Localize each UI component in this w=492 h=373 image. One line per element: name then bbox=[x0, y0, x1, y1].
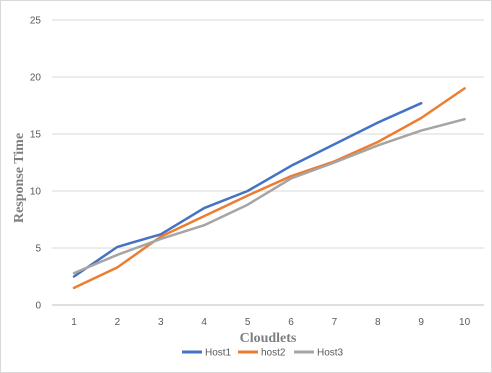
x-tick-label: 10 bbox=[459, 317, 471, 328]
x-axis-tick-labels: 1 2 3 4 5 6 7 8 9 10 bbox=[71, 317, 470, 328]
y-tick-label: 25 bbox=[30, 16, 42, 27]
series-line-host1 bbox=[72, 101, 423, 278]
x-tick-label: 2 bbox=[115, 317, 121, 328]
y-tick-label: 0 bbox=[35, 301, 41, 312]
x-tick-label: 3 bbox=[158, 317, 164, 328]
x-tick-label: 1 bbox=[71, 317, 77, 328]
x-tick-label: 6 bbox=[288, 317, 294, 328]
legend-entry-host2: host2 bbox=[261, 348, 286, 359]
x-axis-title: Cloudlets bbox=[240, 331, 297, 346]
series-line-host3 bbox=[72, 117, 466, 275]
x-tick-label: 7 bbox=[332, 317, 338, 328]
y-tick-label: 15 bbox=[30, 130, 42, 141]
x-tick-label: 4 bbox=[201, 317, 207, 328]
series-lines bbox=[72, 87, 466, 290]
y-tick-label: 10 bbox=[30, 187, 42, 198]
legend-entry-host1: Host1 bbox=[205, 348, 232, 359]
x-tick-label: 9 bbox=[418, 317, 424, 328]
y-tick-label: 5 bbox=[35, 244, 41, 255]
legend-entry-host3: Host3 bbox=[317, 348, 344, 359]
y-axis-title: Response Time bbox=[12, 133, 27, 223]
x-tick-label: 5 bbox=[245, 317, 251, 328]
legend: Host1 host2 Host3 bbox=[182, 348, 344, 359]
y-axis-tick-labels: 0 5 10 15 20 25 bbox=[30, 16, 42, 312]
x-tick-label: 8 bbox=[375, 317, 381, 328]
y-tick-label: 20 bbox=[30, 73, 42, 84]
series-line-host2 bbox=[72, 87, 466, 290]
